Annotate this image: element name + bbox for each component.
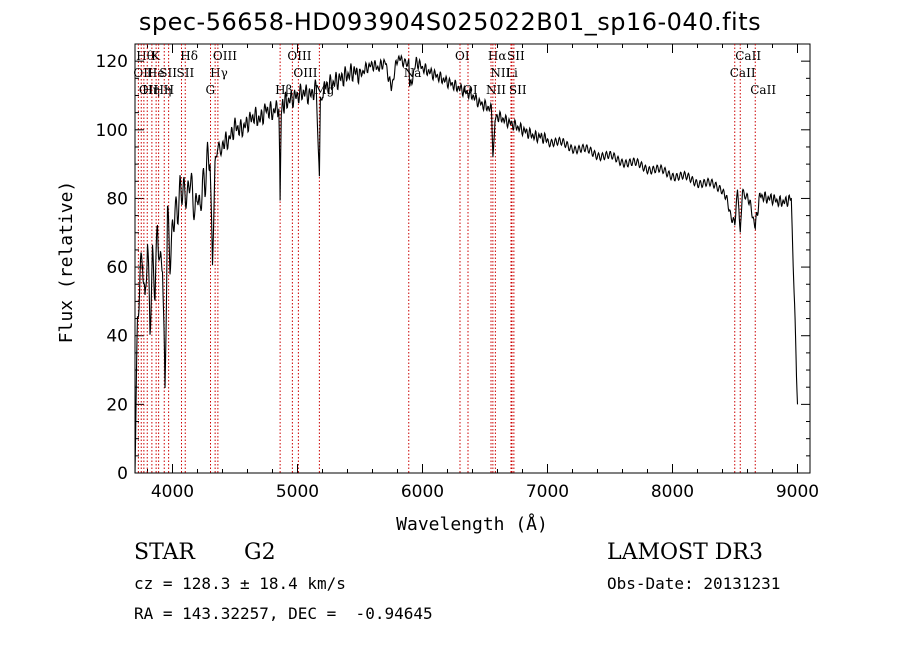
line-marker-label: OIII bbox=[287, 49, 311, 63]
y-tick-label: 40 bbox=[106, 327, 128, 347]
line-marker-label: Hη bbox=[154, 83, 172, 97]
subclass: G2 bbox=[244, 540, 276, 565]
line-marker-label: Hγ bbox=[210, 66, 228, 80]
line-marker-label: Hθ bbox=[136, 49, 154, 63]
line-marker-label: NII bbox=[490, 66, 510, 80]
x-axis-label: Wavelength (Å) bbox=[396, 513, 548, 535]
line-marker-label: OII bbox=[133, 66, 153, 80]
plot-frame bbox=[134, 43, 811, 474]
axes: 4000 5000 6000 7000 8000 9000 0 20 40 60 80 100 120 bbox=[96, 43, 819, 502]
y-tick-label: 120 bbox=[96, 52, 128, 72]
line-marker-label: CaII bbox=[730, 66, 756, 80]
chart-title: spec-56658-HD093904S025022B01_sp16-040.f… bbox=[138, 8, 762, 36]
y-tick-label: 20 bbox=[106, 395, 128, 415]
x-tick-label: 9000 bbox=[776, 482, 819, 502]
y-tick-label: 60 bbox=[106, 258, 128, 278]
coordinates: RA = 143.32257, DEC = -0.94645 bbox=[134, 604, 433, 623]
line-marker-label: Hβ bbox=[275, 83, 292, 97]
x-tick-label: 4000 bbox=[151, 482, 194, 502]
object-class: STAR bbox=[134, 540, 195, 565]
line-marker-label: Na bbox=[404, 66, 422, 80]
line-marker-label: SII bbox=[507, 49, 525, 63]
line-marker-label: OII bbox=[139, 83, 159, 97]
line-marker-label: K bbox=[151, 49, 161, 63]
x-tick-label: 6000 bbox=[401, 482, 444, 502]
line-marker-label: SII bbox=[177, 66, 195, 80]
line-marker-label: CaII bbox=[735, 49, 761, 63]
line-marker-label: CaII bbox=[750, 83, 776, 97]
line-marker-label: H bbox=[164, 83, 174, 97]
spectrum-line bbox=[134, 54, 799, 474]
line-markers: OIIHθOIIHηHeKHηSIIHHδSIIGHγOIIIHβOIIIOII… bbox=[133, 44, 776, 473]
x-tick-label: 7000 bbox=[526, 482, 569, 502]
series-layer bbox=[134, 54, 799, 474]
x-tick-label: 5000 bbox=[276, 482, 319, 502]
line-marker-label: Hδ bbox=[180, 49, 198, 63]
y-axis-label: Flux (relative) bbox=[56, 181, 77, 344]
line-marker-label: OIII bbox=[293, 66, 317, 80]
y-tick-label: 80 bbox=[106, 189, 128, 209]
survey-name: LAMOST DR3 bbox=[607, 540, 763, 565]
line-marker-label: OI bbox=[455, 49, 470, 63]
y-tick-label: 0 bbox=[117, 464, 128, 484]
redshift-text: cz = 128.3 ± 18.4 km/s bbox=[134, 574, 346, 593]
line-marker-label: G bbox=[206, 83, 216, 97]
x-tick-label: 8000 bbox=[651, 482, 694, 502]
line-marker-label: OIII bbox=[213, 49, 237, 63]
line-marker-label: NII bbox=[486, 83, 506, 97]
line-marker-label: Hα bbox=[488, 49, 507, 63]
line-marker-label: Hη bbox=[142, 83, 160, 97]
line-marker-label: SII bbox=[509, 83, 527, 97]
y-tick-label: 100 bbox=[96, 121, 128, 141]
obs-date: Obs-Date: 20131231 bbox=[607, 574, 781, 593]
